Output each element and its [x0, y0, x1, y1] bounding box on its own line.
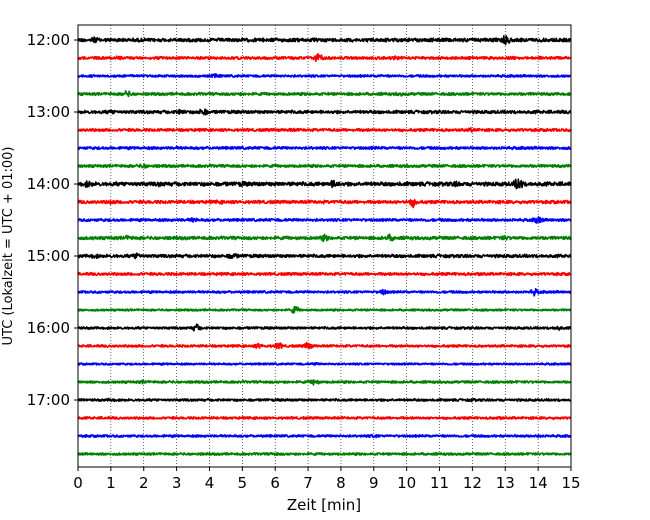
seismogram-trace — [77, 90, 572, 98]
x-tick-label: 7 — [303, 474, 313, 492]
x-axis-ticks: 0 1 2 3 4 5 6 7 8 9 10 11 12 13 14 15 — [73, 467, 581, 492]
x-tick-label: 3 — [172, 474, 182, 492]
x-tick-label: 1 — [106, 474, 116, 492]
seismogram-trace — [77, 287, 572, 297]
y-tick-label: 12:00 — [27, 31, 70, 49]
x-tick-label: 9 — [369, 474, 379, 492]
seismogram-trace — [77, 323, 572, 332]
x-tick-label: 0 — [73, 474, 83, 492]
seismogram-trace — [77, 199, 572, 209]
seismogram-trace — [77, 216, 572, 224]
seismogram-trace — [77, 233, 572, 243]
seismogram-trace — [77, 397, 572, 403]
seismogram-trace — [77, 126, 572, 133]
plot-frame — [77, 24, 572, 468]
x-tick-label: 15 — [561, 474, 580, 492]
seismogram-trace — [77, 163, 572, 169]
y-tick-label: 15:00 — [27, 247, 70, 265]
seismogram-traces — [77, 34, 572, 457]
x-tick-label: 4 — [205, 474, 215, 492]
x-tick-label: 14 — [529, 474, 548, 492]
x-tick-label: 8 — [336, 474, 346, 492]
x-tick-label: 12 — [463, 474, 482, 492]
x-tick-label: 2 — [139, 474, 149, 492]
seismogram-trace — [77, 433, 572, 439]
seismogram-trace — [77, 52, 572, 63]
x-tick-label: 6 — [270, 474, 280, 492]
x-axis-label: Zeit [min] — [287, 496, 361, 514]
seismogram-trace — [77, 271, 572, 277]
seismogram-trace — [77, 34, 572, 46]
x-tick-label: 13 — [496, 474, 515, 492]
seismogram-trace — [77, 379, 572, 386]
seismogram-trace — [77, 73, 572, 79]
seismogram-trace — [77, 341, 572, 350]
y-tick-label: 16:00 — [27, 319, 70, 337]
y-axis-ticks: 12:00 13:00 14:00 15:00 16:00 17:00 — [27, 31, 78, 409]
seismogram-trace — [77, 451, 572, 457]
x-tick-label: 10 — [397, 474, 416, 492]
x-tick-label: 11 — [430, 474, 449, 492]
seismogram-trace — [77, 145, 572, 151]
seismogram-trace — [77, 415, 572, 421]
seismogram-trace — [77, 252, 572, 260]
y-axis-label: UTC (Lokalzeit = UTC + 01:00) — [1, 147, 16, 346]
seismogram-trace — [77, 305, 572, 314]
y-tick-label: 13:00 — [27, 103, 70, 121]
x-tick-label: 5 — [238, 474, 248, 492]
y-tick-label: 14:00 — [27, 175, 70, 193]
seismogram-trace — [77, 361, 572, 366]
seismogram-trace — [77, 108, 572, 116]
seismogram-trace — [77, 178, 572, 190]
y-tick-label: 17:00 — [27, 391, 70, 409]
